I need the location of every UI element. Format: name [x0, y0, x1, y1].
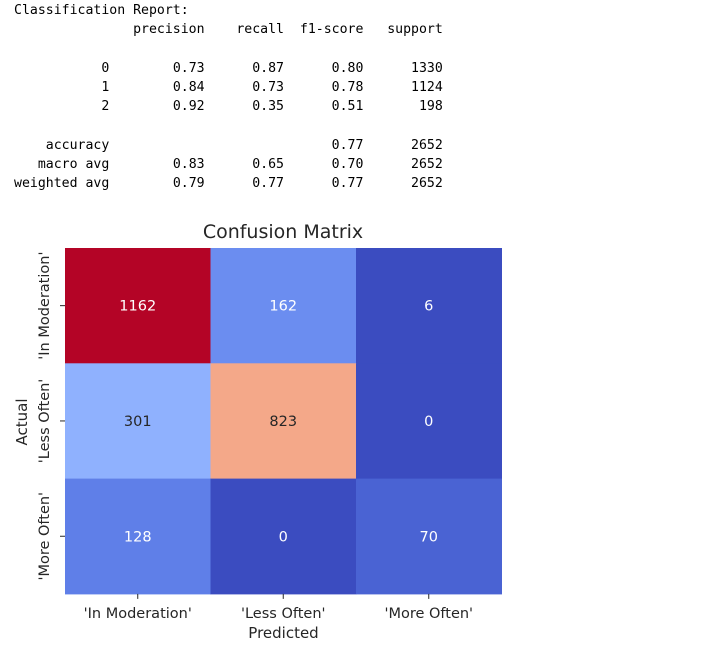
heatmap-cell — [210, 363, 357, 480]
cell-value: 162 — [269, 299, 297, 315]
report-summary-row: macro avg 0.83 0.65 0.70 2652 — [14, 155, 443, 174]
report-header: precision recall f1-score support — [14, 20, 443, 39]
f1-score-value: 0.51 — [331, 99, 364, 115]
x-axis: 'In Moderation' 'Less Often' 'More Often' — [84, 593, 473, 622]
f1-score-value: 0.70 — [331, 157, 364, 172]
cell-value: 0 — [424, 414, 433, 430]
confusion-matrix-chart: Confusion Matrix 1162 162 6 301 823 0 128 0 70 '… — [13, 221, 502, 642]
recall-value: 0.73 — [252, 80, 284, 95]
heatmap-cell — [210, 478, 357, 595]
f1-score-value: 0.80 — [331, 60, 364, 76]
precision-value: 0.73 — [172, 60, 205, 76]
cell-value: 823 — [269, 414, 297, 430]
classification-report: Classification Report: precision recall … — [14, 1, 443, 194]
f1-score-value: 0.77 — [331, 176, 364, 192]
heatmap-cell — [65, 478, 211, 595]
blank-line — [14, 40, 443, 59]
support-value: 2652 — [411, 176, 443, 192]
cell-value: 128 — [124, 529, 152, 545]
cell-value: 6 — [424, 299, 433, 315]
y-axis: 'In Moderation' 'Less Often' 'More Often' — [37, 252, 65, 581]
report-summary-row: weighted avg 0.79 0.77 0.77 2652 — [14, 174, 443, 193]
column-header: support — [387, 22, 443, 38]
f1-score-value: 0.77 — [331, 137, 364, 153]
heatmap-cell — [210, 248, 357, 364]
column-header: f1-score — [299, 22, 364, 38]
x-tick-label: 'In Moderation' — [84, 606, 192, 622]
y-tick-label: 'Less Often' — [37, 379, 53, 464]
report-summary-row: accuracy 0.77 2652 — [14, 136, 443, 155]
cell-value: 301 — [124, 414, 152, 430]
row-label: 0 — [101, 60, 110, 76]
recall-value: 0.77 — [252, 176, 284, 192]
report-title: Classification Report: — [14, 3, 189, 18]
row-label: macro avg — [37, 157, 110, 172]
precision-value: 0.79 — [172, 176, 205, 192]
heatmap-cell — [356, 363, 502, 480]
f1-score-value: 0.78 — [331, 80, 364, 95]
y-axis-label: Actual — [13, 399, 31, 446]
row-label: weighted avg — [14, 176, 110, 192]
heatmap-cell — [356, 248, 502, 364]
precision-value: 0.92 — [172, 99, 205, 115]
heatmap-cell — [65, 363, 211, 480]
support-value: 2652 — [411, 137, 443, 153]
row-label: 1 — [101, 80, 110, 95]
x-tick-label: 'Less Often' — [241, 606, 326, 622]
report-row: 0 0.73 0.87 0.80 1330 — [14, 59, 443, 78]
column-header: recall — [236, 22, 284, 38]
recall-value: 0.35 — [252, 99, 284, 115]
precision-value: 0.83 — [172, 157, 205, 172]
x-tick-label: 'More Often' — [384, 606, 473, 622]
y-tick-label: 'In Moderation' — [37, 252, 53, 360]
recall-value: 0.87 — [252, 60, 284, 76]
heatmap-cells — [65, 248, 502, 595]
cell-value: 1162 — [119, 299, 156, 315]
support-value: 1124 — [411, 80, 443, 95]
heatmap-cell — [356, 478, 502, 595]
recall-value: 0.65 — [252, 157, 284, 172]
x-axis-label: Predicted — [248, 624, 318, 642]
y-tick-label: 'More Often' — [37, 492, 53, 581]
chart-title: Confusion Matrix — [203, 221, 363, 243]
heatmap-cell — [65, 248, 211, 364]
cell-annotations: 1162 162 6 301 823 0 128 0 70 — [119, 299, 438, 546]
support-value: 1330 — [411, 60, 443, 76]
report-row: 2 0.92 0.35 0.51 198 — [14, 97, 443, 116]
report-row: 1 0.84 0.73 0.78 1124 — [14, 78, 443, 97]
support-value: 2652 — [411, 157, 443, 172]
blank-line — [14, 117, 443, 136]
column-header: precision — [133, 22, 205, 38]
cell-value: 70 — [420, 529, 438, 545]
precision-value: 0.84 — [172, 80, 205, 95]
support-value: 198 — [418, 99, 443, 115]
row-label: accuracy — [45, 137, 110, 153]
cell-value: 0 — [279, 529, 288, 545]
row-label: 2 — [101, 99, 110, 115]
